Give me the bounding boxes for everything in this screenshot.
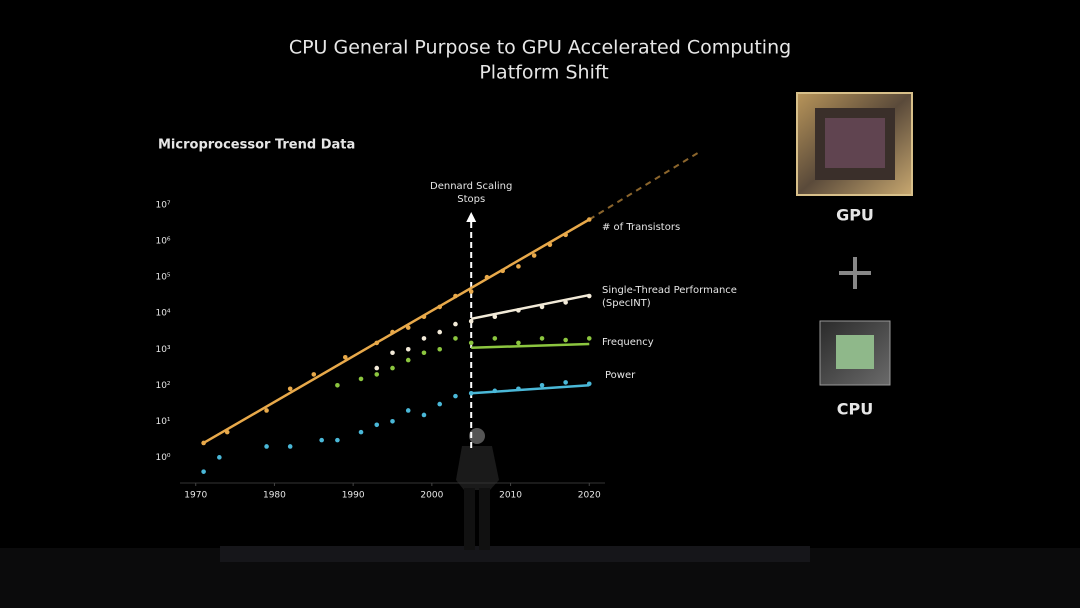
cpu-die (836, 335, 874, 369)
data-point (468, 340, 474, 346)
annotation-arrow (466, 212, 477, 222)
data-point (468, 318, 474, 324)
data-point (390, 365, 395, 371)
data-point (492, 336, 498, 341)
data-point (358, 429, 364, 435)
trend-line (471, 384, 590, 395)
data-point (563, 380, 568, 385)
chart-subtitle: Microprocessor Trend Data (158, 138, 355, 153)
data-point (539, 382, 545, 388)
trend-line (202, 218, 590, 445)
data-point (437, 346, 443, 352)
plus-sign (839, 257, 871, 289)
data-point (516, 264, 521, 269)
data-point (358, 376, 364, 382)
series-label: Single-Thread Performance (SpecINT) (602, 285, 737, 309)
data-point (492, 314, 498, 320)
gpu-core (825, 118, 885, 168)
data-point (437, 401, 443, 407)
x-tick-label: 2020 (578, 491, 601, 501)
data-point (374, 365, 380, 371)
stage-edge (220, 546, 810, 562)
plot: 10⁰ 10¹ 10² 10³ 10⁴ 10⁵ 10⁶ 10⁷ 1970 1980 1990 2000… (155, 151, 737, 501)
data-point (374, 422, 380, 428)
data-point (516, 340, 521, 346)
data-point (453, 336, 458, 341)
trend-line (470, 293, 590, 321)
data-point (311, 372, 317, 377)
slide-title: CPU General Purpose to GPU Accelerated C… (289, 37, 791, 59)
data-point (453, 321, 458, 327)
y-tick-label: 10³ (155, 345, 170, 355)
x-tick-label: 1980 (263, 491, 286, 501)
data-point (201, 469, 206, 474)
data-point (421, 336, 427, 341)
data-point (335, 382, 340, 388)
data-point (405, 357, 411, 363)
data-point (539, 336, 545, 341)
data-point (437, 329, 443, 335)
data-point (405, 346, 411, 352)
annotation-text: Dennard Scaling (430, 181, 512, 192)
data-point (287, 386, 293, 392)
data-point (390, 350, 395, 356)
gpu-label: GPU (836, 206, 874, 225)
data-point (264, 444, 269, 449)
data-point (287, 444, 293, 449)
x-tick-label: 2010 (499, 491, 522, 501)
data-point (468, 289, 474, 294)
x-tick-label: 1990 (342, 491, 365, 501)
y-tick-label: 10⁵ (155, 273, 170, 283)
cpu-label: CPU (837, 400, 873, 419)
speaker (456, 428, 499, 550)
data-point (421, 412, 427, 418)
y-tick-label: 10⁰ (155, 453, 170, 463)
slide-title: Platform Shift (479, 62, 608, 84)
trend-line (471, 342, 590, 350)
data-point (586, 336, 592, 341)
x-tick-label: 2000 (420, 491, 443, 501)
data-point (342, 354, 348, 360)
data-point (374, 372, 380, 377)
series-label: Frequency (602, 337, 654, 348)
data-point (563, 337, 568, 343)
y-tick-label: 10⁶ (155, 237, 170, 247)
y-tick-label: 10² (155, 381, 170, 391)
data-point (453, 393, 458, 399)
data-point (405, 408, 411, 413)
y-tick-label: 10⁷ (155, 201, 170, 211)
y-tick-label: 10⁴ (155, 309, 170, 319)
annotation-text: Stops (457, 194, 485, 205)
data-point (531, 253, 537, 258)
x-tick-label: 1970 (184, 491, 207, 501)
data-point (319, 437, 324, 443)
data-point (421, 350, 427, 356)
data-point (217, 455, 222, 460)
data-point (390, 418, 395, 424)
y-tick-label: 10¹ (155, 417, 170, 427)
series-label: # of Transistors (602, 222, 680, 233)
series-label: Power (605, 370, 636, 381)
data-point (335, 437, 340, 443)
data-point (264, 408, 269, 413)
